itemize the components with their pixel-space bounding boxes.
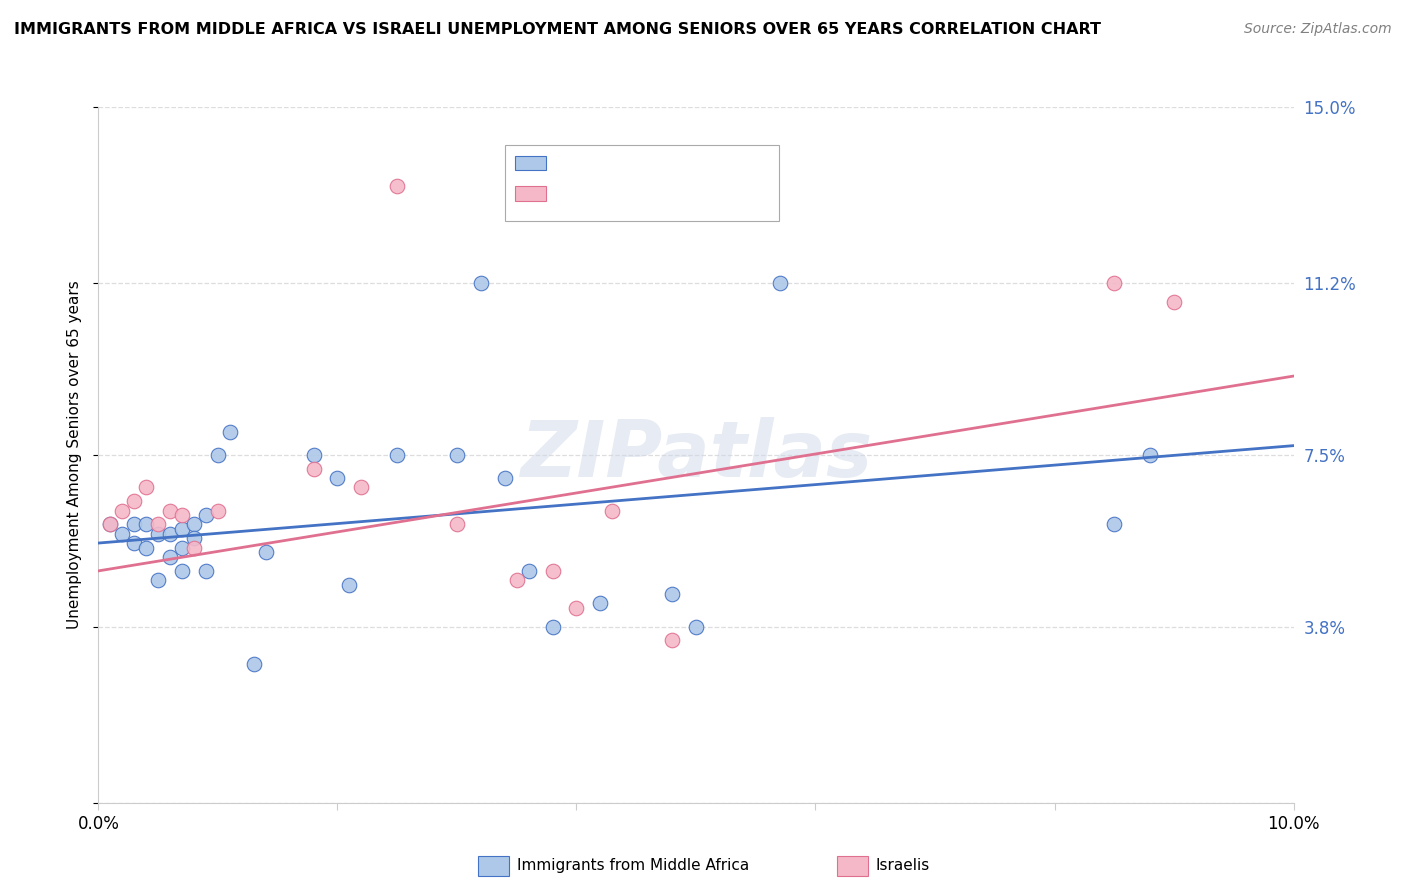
Point <box>135 541 157 555</box>
Point <box>172 508 194 523</box>
Point <box>183 532 205 546</box>
Point <box>506 573 529 587</box>
Point <box>195 508 218 523</box>
Point <box>100 517 122 532</box>
Point <box>589 596 612 610</box>
Point <box>219 425 242 439</box>
Point <box>602 503 624 517</box>
Point <box>302 462 325 476</box>
Point <box>661 633 683 648</box>
Text: R =: R = <box>554 154 593 172</box>
Text: 0.350: 0.350 <box>593 186 657 203</box>
Point <box>385 448 409 462</box>
Point <box>111 526 134 541</box>
Point <box>148 573 170 587</box>
Point <box>446 517 468 532</box>
Point <box>470 277 492 291</box>
Point <box>124 536 146 550</box>
Point <box>302 448 325 462</box>
Point <box>183 541 205 555</box>
Text: 20: 20 <box>700 186 725 203</box>
Point <box>148 517 170 532</box>
Point <box>494 471 516 485</box>
Point <box>769 277 792 291</box>
Point <box>1139 448 1161 462</box>
Point <box>159 549 181 564</box>
Point <box>172 564 194 578</box>
Point <box>135 480 157 494</box>
Point <box>541 564 564 578</box>
Point <box>172 522 194 536</box>
Point <box>195 564 218 578</box>
Point <box>135 517 157 532</box>
Point <box>661 587 683 601</box>
Point <box>207 503 229 517</box>
Point <box>339 578 360 592</box>
Point <box>326 471 349 485</box>
Text: Israelis: Israelis <box>876 858 931 872</box>
Y-axis label: Unemployment Among Seniors over 65 years: Unemployment Among Seniors over 65 years <box>67 281 83 629</box>
Text: Immigrants from Middle Africa: Immigrants from Middle Africa <box>517 858 749 872</box>
Point <box>517 564 540 578</box>
Point <box>159 526 181 541</box>
Point <box>446 448 468 462</box>
Point <box>207 448 229 462</box>
Point <box>183 517 205 532</box>
Point <box>124 517 146 532</box>
Point <box>385 178 409 193</box>
Text: ZIPatlas: ZIPatlas <box>520 417 872 493</box>
Point <box>541 619 564 633</box>
Point <box>124 494 146 508</box>
Text: N =: N = <box>657 154 709 172</box>
Point <box>685 619 707 633</box>
Text: R =: R = <box>554 186 593 203</box>
Point <box>148 526 170 541</box>
Point <box>100 517 122 532</box>
Point <box>1163 294 1185 309</box>
Text: IMMIGRANTS FROM MIDDLE AFRICA VS ISRAELI UNEMPLOYMENT AMONG SENIORS OVER 65 YEAR: IMMIGRANTS FROM MIDDLE AFRICA VS ISRAELI… <box>14 22 1101 37</box>
Text: 0.218: 0.218 <box>593 154 657 172</box>
Point <box>1104 277 1126 291</box>
Text: Source: ZipAtlas.com: Source: ZipAtlas.com <box>1244 22 1392 37</box>
Point <box>172 541 194 555</box>
Point <box>1104 517 1126 532</box>
Text: 36: 36 <box>700 154 725 172</box>
Point <box>243 657 266 671</box>
Point <box>350 480 373 494</box>
Point <box>159 503 181 517</box>
Point <box>565 601 588 615</box>
Point <box>111 503 134 517</box>
Text: N =: N = <box>657 186 709 203</box>
Point <box>254 545 277 559</box>
